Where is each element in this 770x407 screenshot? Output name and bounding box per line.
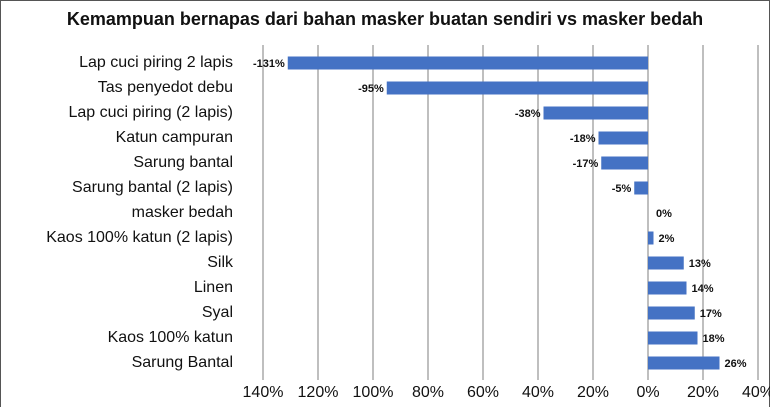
value-label: 0% [656,208,672,220]
y-tick-label: Syal [202,304,233,321]
x-tick-label: 120% [298,384,339,401]
x-tick-label: 0% [636,384,659,401]
y-tick-label: masker bedah [132,204,233,221]
bar [648,256,684,270]
value-label: -38% [515,108,541,120]
y-tick-label: Lap cuci piring 2 lapis [79,54,233,71]
value-label: -131% [253,58,285,70]
bar [543,106,648,120]
value-label: 13% [689,258,711,270]
y-tick-label: Sarung bantal (2 lapis) [72,179,233,196]
bar [648,281,687,295]
bar [598,131,648,145]
x-tick-label: 100% [353,384,394,401]
x-tick-label: 40% [742,384,770,401]
y-tick-label: Sarung Bantal [132,354,233,371]
x-tick-label: 80% [412,384,444,401]
value-label: 26% [725,358,747,370]
value-label: 14% [692,283,714,295]
x-tick-label: 40% [522,384,554,401]
bar [648,231,654,245]
x-tick-label: 60% [467,384,499,401]
chart-title: Kemampuan bernapas dari bahan masker bua… [67,9,703,29]
x-tick-label: 20% [687,384,719,401]
bar [287,56,648,70]
y-tick-label: Katun campuran [116,129,233,146]
value-label: -18% [570,133,596,145]
y-tick-label: Lap cuci piring (2 lapis) [68,104,233,121]
bar [634,181,648,195]
bar [648,306,695,320]
value-label: -5% [612,183,632,195]
bar [648,331,698,345]
value-label: -17% [573,158,599,170]
x-tick-label: 140% [243,384,284,401]
value-label: 18% [703,333,725,345]
value-label: -95% [358,83,384,95]
value-label: 2% [659,233,675,245]
y-tick-label: Sarung bantal [133,154,233,171]
y-tick-label: Kaos 100% katun [108,329,233,346]
y-tick-label: Silk [207,254,234,271]
y-tick-label: Kaos 100% katun (2 lapis) [46,229,233,246]
bar [386,81,648,95]
y-tick-label: Tas penyedot debu [98,79,233,96]
x-tick-label: 20% [577,384,609,401]
bar [648,356,720,370]
bar [601,156,648,170]
y-tick-label: Linen [194,279,233,296]
value-label: 17% [700,308,722,320]
